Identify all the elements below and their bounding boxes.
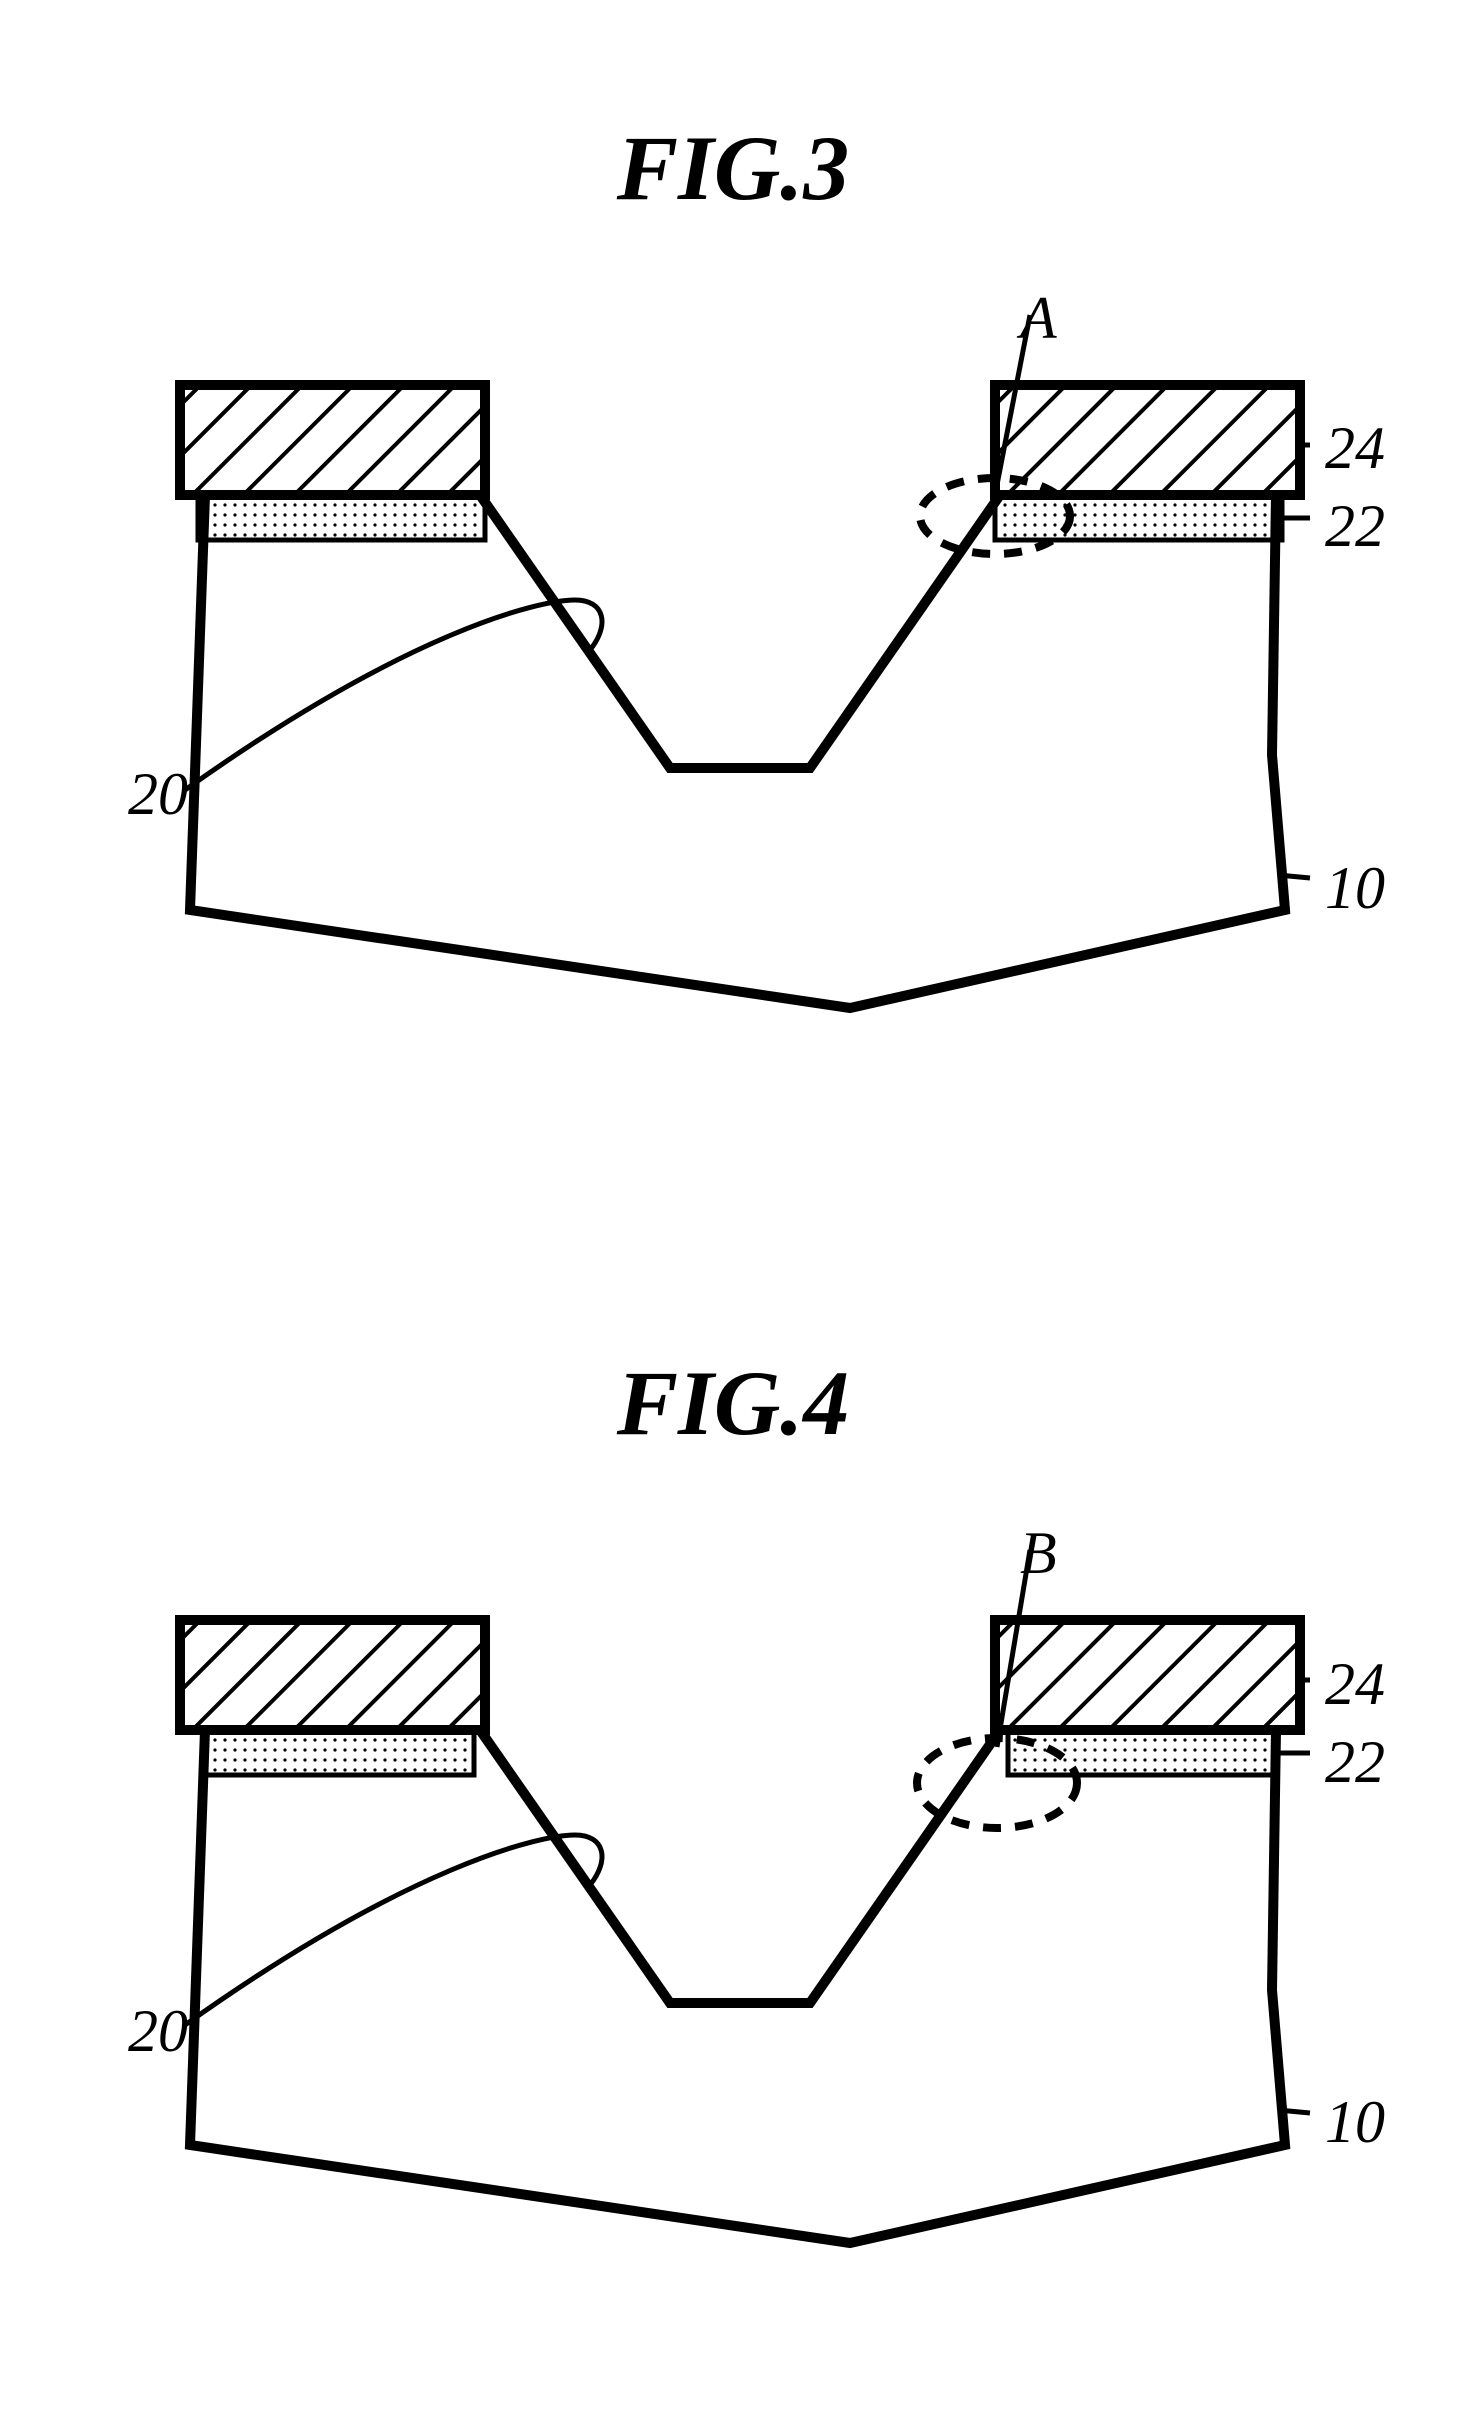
fig3-label-20: 20 [128,760,188,829]
fig3-label-10: 10 [1325,854,1385,923]
fig4-layer24-right [995,1620,1300,1730]
fig3-layer24-right [995,385,1300,495]
fig3-title: FIG.3 [0,115,1466,221]
fig3-label-24: 24 [1325,414,1385,483]
fig4-layer22-left [206,1730,474,1775]
fig4-label-10: 10 [1325,2088,1385,2157]
fig3-substrate-outline [190,495,1285,1008]
fig3-layer22-left [198,495,485,540]
fig4-label-B: B [1020,1519,1057,1588]
fig4-svg-wrap [110,1555,1370,2275]
fig3-layer22-right [995,495,1282,540]
fig4-leader-20 [185,1835,602,2025]
fig3-svg-wrap [110,320,1370,1040]
fig4-substrate-outline [190,1730,1285,2243]
fig4-label-22: 22 [1325,1728,1385,1797]
fig3-leader-20 [185,600,602,790]
fig3-svg [110,320,1370,1040]
fig4-label-24: 24 [1325,1650,1385,1719]
fig3-layer24-left [180,385,485,495]
fig4-title: FIG.4 [0,1350,1466,1456]
fig3-label-A: A [1020,284,1057,353]
fig4-label-20: 20 [128,1997,188,2066]
fig4-svg [110,1555,1370,2275]
fig3-label-22: 22 [1325,492,1385,561]
fig4-layer24-left [180,1620,485,1730]
